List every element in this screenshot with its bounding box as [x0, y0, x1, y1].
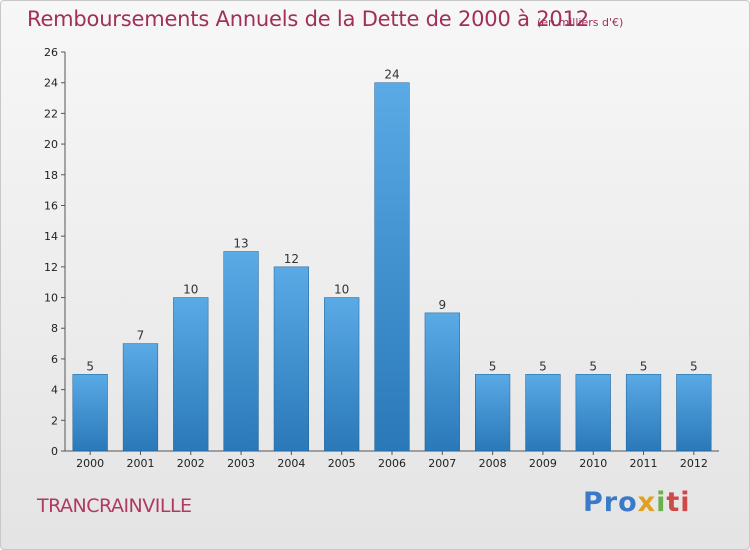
- logo-part: i: [656, 487, 667, 518]
- bar: [424, 312, 460, 452]
- bar: [475, 374, 511, 452]
- bar-value-label: 5: [86, 359, 94, 373]
- y-tick-label: 18: [44, 169, 58, 182]
- bar: [575, 374, 611, 452]
- x-tick-label: 2000: [76, 457, 104, 470]
- y-tick-label: 24: [44, 77, 58, 90]
- bar: [324, 297, 360, 452]
- bar: [223, 251, 259, 452]
- y-tick-label: 6: [51, 353, 58, 366]
- x-tick-label: 2002: [177, 457, 205, 470]
- y-tick-label: 4: [51, 384, 58, 397]
- bar-value-label: 10: [183, 283, 198, 297]
- bar-value-label: 5: [640, 359, 648, 373]
- x-tick-label: 2009: [529, 457, 557, 470]
- y-tick-label: 26: [44, 46, 58, 59]
- y-tick-label: 12: [44, 261, 58, 274]
- y-tick-label: 10: [44, 292, 58, 305]
- x-tick-label: 2006: [378, 457, 406, 470]
- y-tick-label: 14: [44, 230, 58, 243]
- logo-part: ti: [666, 487, 691, 518]
- bar-value-label: 24: [384, 68, 399, 82]
- y-tick-label: 20: [44, 138, 58, 151]
- chart-subtitle: (en milliers d'€): [537, 16, 624, 29]
- logo-part: x: [637, 487, 657, 518]
- y-tick-label: 0: [51, 445, 58, 458]
- x-tick-label: 2011: [630, 457, 658, 470]
- x-tick-label: 2001: [126, 457, 154, 470]
- y-tick-label: 22: [44, 107, 58, 120]
- chart-title: Remboursements Annuels de la Dette de 20…: [27, 7, 589, 31]
- x-tick-label: 2004: [277, 457, 305, 470]
- bar-value-label: 10: [334, 283, 349, 297]
- bar-value-label: 5: [690, 359, 698, 373]
- bar: [122, 343, 159, 452]
- x-tick-label: 2007: [428, 457, 456, 470]
- logo-part: Pro: [583, 487, 638, 518]
- y-tick-label: 8: [51, 322, 58, 335]
- bar-value-label: 13: [233, 237, 248, 251]
- x-tick-label: 2008: [479, 457, 507, 470]
- x-tick-label: 2010: [579, 457, 607, 470]
- x-tick-label: 2005: [328, 457, 356, 470]
- bar-value-label: 5: [589, 359, 597, 373]
- bar-value-label: 7: [137, 329, 145, 343]
- bar: [625, 374, 662, 452]
- bar-value-label: 5: [489, 359, 497, 373]
- y-tick-label: 16: [44, 199, 58, 212]
- x-tick-label: 2003: [227, 457, 255, 470]
- bar: [173, 297, 209, 452]
- bar: [72, 374, 108, 452]
- proxiti-logo: Proxiti: [583, 487, 691, 518]
- bar: [273, 266, 309, 452]
- commune-name: TRANCRAINVILLE: [37, 495, 192, 517]
- bar: [374, 82, 410, 452]
- bar-value-label: 9: [438, 298, 446, 312]
- x-tick-label: 2012: [680, 457, 708, 470]
- y-tick-label: 2: [51, 414, 58, 427]
- bar-value-label: 5: [539, 359, 547, 373]
- bar: [525, 374, 561, 452]
- bars: 5 7 10 13 12 10 24 9 5 5 5 5 5: [72, 68, 712, 452]
- bar-value-label: 12: [284, 252, 299, 266]
- bar: [676, 374, 712, 452]
